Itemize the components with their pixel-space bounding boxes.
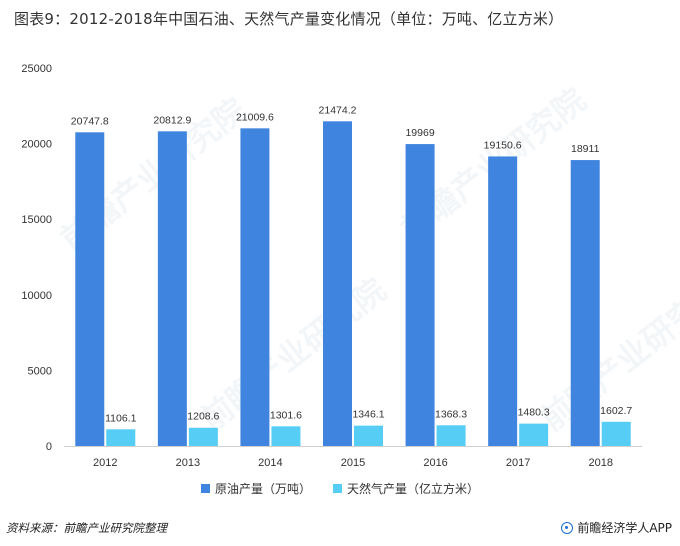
legend: 原油产量（万吨） 天然气产量（亿立方米） — [0, 480, 680, 497]
y-tick-label: 0 — [46, 441, 52, 453]
bar-crude-oil — [75, 132, 105, 446]
y-tick-label: 20000 — [21, 139, 52, 151]
bar-crude-oil — [488, 156, 518, 446]
y-tick-label: 25000 — [21, 63, 52, 75]
data-label-crude-oil: 21474.2 — [319, 104, 357, 116]
x-tick-label: 2015 — [341, 457, 365, 469]
chart-title: 图表9：2012-2018年中国石油、天然气产量变化情况（单位：万吨、亿立方米） — [14, 10, 564, 28]
legend-swatch-crude-oil — [200, 484, 210, 493]
data-label-natural-gas: 1602.7 — [600, 405, 632, 417]
x-tick-label: 2012 — [93, 457, 117, 469]
legend-swatch-natural-gas — [333, 484, 342, 493]
bar-crude-oil — [157, 131, 187, 446]
bar-natural-gas — [354, 425, 383, 446]
data-label-crude-oil: 21009.6 — [236, 111, 274, 123]
bar-natural-gas — [106, 429, 136, 446]
data-label-crude-oil: 20747.8 — [71, 115, 109, 127]
data-labels-group: 20747.8 1106.1 20812.9 1208.6 21009.6 1301.6 2… — [71, 104, 633, 424]
bar-crude-oil — [323, 121, 352, 447]
x-tick-label: 2017 — [506, 457, 530, 469]
bars-group — [75, 121, 631, 447]
source-note: 资料来源：前瞻产业研究院整理 — [6, 521, 167, 535]
data-label-natural-gas: 1368.3 — [435, 408, 467, 420]
brand-logo-icon — [561, 521, 574, 534]
x-tick-label: 2018 — [588, 457, 612, 469]
x-tick-label: 2014 — [258, 457, 282, 469]
bar-natural-gas — [601, 421, 631, 446]
y-tick-label: 10000 — [21, 290, 52, 302]
data-label-crude-oil: 18911 — [571, 143, 600, 155]
legend-item-natural-gas: 天然气产量（亿立方米） — [333, 480, 479, 497]
y-tick-label: 15000 — [21, 214, 52, 226]
bar-crude-oil — [570, 160, 600, 446]
legend-label-crude-oil: 原油产量（万吨） — [214, 482, 311, 496]
data-label-natural-gas: 1346.1 — [352, 409, 384, 421]
brand: 前瞻经济学人APP — [561, 519, 672, 536]
bar-crude-oil — [405, 144, 435, 446]
y-tick-label: 5000 — [28, 365, 52, 377]
data-label-natural-gas: 1480.3 — [518, 407, 550, 419]
data-label-crude-oil: 19969 — [405, 127, 434, 139]
legend-label-natural-gas: 天然气产量（亿立方米） — [347, 482, 480, 496]
data-label-crude-oil: 19150.6 — [484, 139, 522, 151]
x-tick-label: 2013 — [176, 457, 200, 469]
legend-item-crude-oil: 原油产量（万吨） — [200, 480, 311, 497]
bar-natural-gas — [188, 427, 218, 446]
bar-natural-gas — [519, 423, 549, 446]
x-tick-label: 2016 — [423, 457, 447, 469]
data-label-natural-gas: 1208.6 — [187, 411, 219, 423]
bar-natural-gas — [271, 426, 301, 446]
bar-natural-gas — [436, 425, 466, 446]
brand-name: 前瞻经济学人APP — [577, 521, 672, 535]
x-axis: 2012 2013 2014 2015 2016 2017 2018 — [64, 446, 642, 469]
data-label-crude-oil: 20812.9 — [153, 114, 191, 126]
bar-crude-oil — [240, 128, 270, 447]
data-label-natural-gas: 1301.6 — [270, 409, 302, 421]
y-axis: 0 5000 10000 15000 20000 25000 — [21, 63, 52, 453]
data-label-natural-gas: 1106.1 — [105, 412, 136, 424]
